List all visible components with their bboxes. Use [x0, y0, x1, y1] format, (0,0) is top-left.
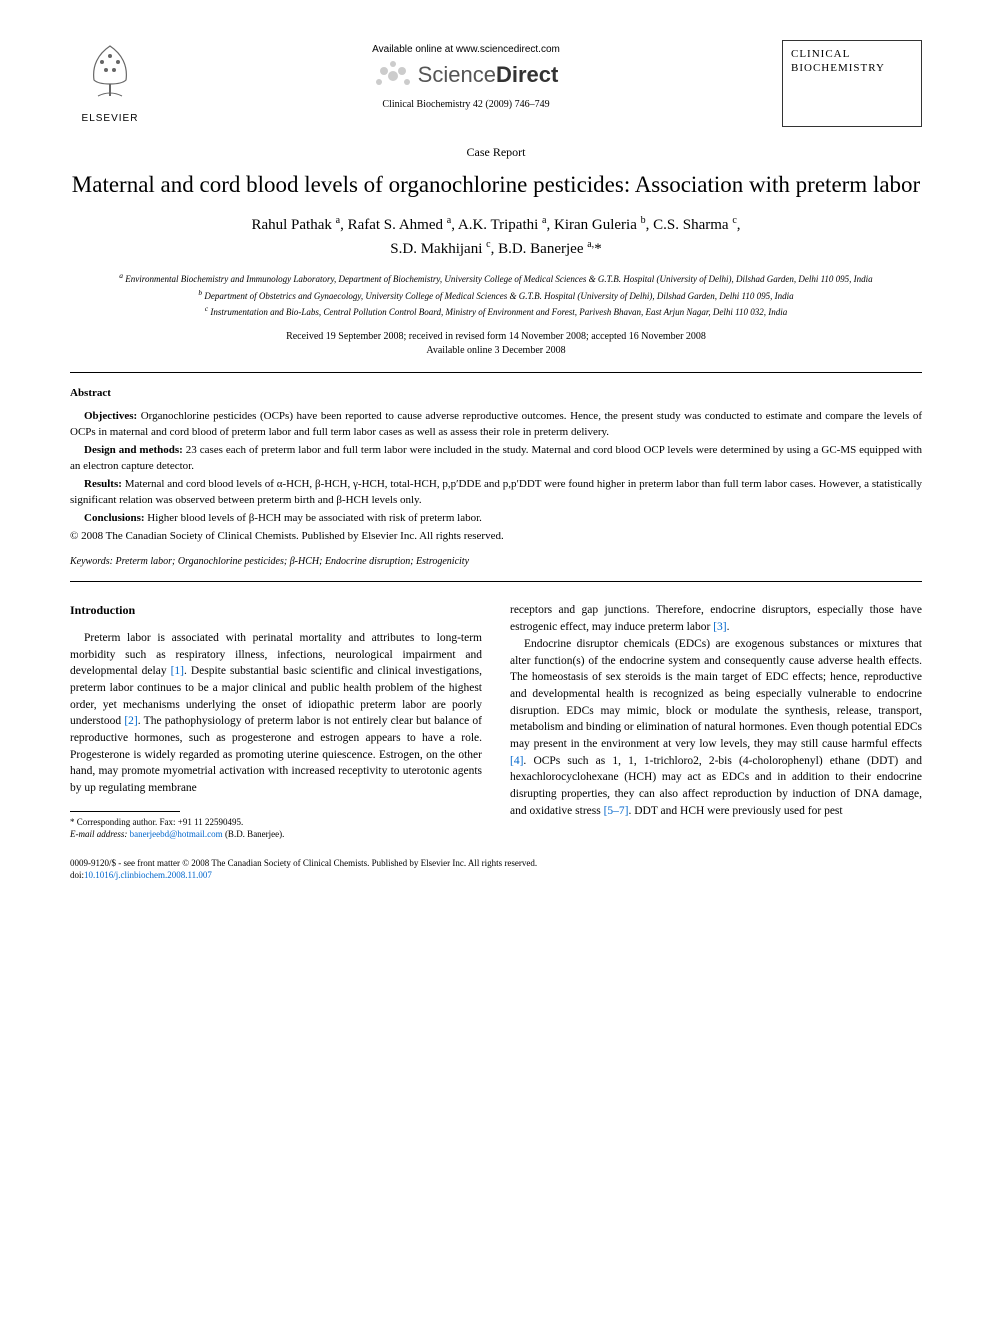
email-label: E-mail address: [70, 829, 127, 839]
authors-block: Rahul Pathak a, Rafat S. Ahmed a, A.K. T… [70, 213, 922, 260]
journal-reference: Clinical Biochemistry 42 (2009) 746–749 [150, 99, 782, 110]
author-sep: , B.D. Banerjee [491, 241, 588, 257]
conclusions-label: Conclusions: [84, 512, 145, 524]
doi-label: doi: [70, 870, 84, 880]
corr-label: * Corresponding author. [70, 817, 157, 827]
affiliation-c: c Instrumentation and Bio-Labs, Central … [70, 303, 922, 320]
column-left: Introduction Preterm labor is associated… [70, 602, 482, 840]
article-dates: Received 19 September 2008; received in … [70, 330, 922, 358]
article-title: Maternal and cord blood levels of organo… [70, 170, 922, 200]
body-text: . DDT and HCH were previously used for p… [629, 805, 843, 817]
footer-copyright: 0009-9120/$ - see front matter © 2008 Th… [70, 857, 922, 870]
results-text: Maternal and cord blood levels of α-HCH,… [70, 478, 922, 506]
elsevier-logo: ELSEVIER [70, 40, 150, 124]
email-link[interactable]: banerjeebd@hotmail.com [130, 829, 223, 839]
author-sep: , Kiran Guleria [547, 217, 641, 233]
journal-cover-badge: CLINICAL BIOCHEMISTRY [782, 40, 922, 127]
dates-online: Available online 3 December 2008 [70, 344, 922, 358]
body-text: . [727, 621, 730, 633]
sd-light: Science [418, 62, 496, 87]
author-name: Rahul Pathak [251, 217, 335, 233]
footnote-rule [70, 811, 180, 812]
journal-badge-line1: CLINICAL [791, 47, 913, 61]
dates-received: Received 19 September 2008; received in … [70, 330, 922, 344]
corr-fax: Fax: +91 11 22590495. [157, 817, 243, 827]
keywords-label: Keywords: [70, 556, 113, 567]
author-name: S.D. Makhijani [390, 241, 486, 257]
ref-link-5-7[interactable]: [5–7] [604, 805, 629, 817]
sciencedirect-logo: ScienceDirect [150, 61, 782, 89]
corr-email-line: E-mail address: banerjeebd@hotmail.com (… [70, 828, 482, 841]
elsevier-tree-icon [78, 40, 142, 104]
abstract-design: Design and methods: 23 cases each of pre… [70, 443, 922, 475]
elsevier-label: ELSEVIER [70, 113, 150, 124]
header-center: Available online at www.sciencedirect.co… [150, 40, 782, 110]
author-sep: , Rafat S. Ahmed [340, 217, 447, 233]
email-who: (B.D. Banerjee). [223, 829, 285, 839]
body-para: receptors and gap junctions. Therefore, … [510, 602, 922, 635]
body-text: Endocrine disruptor chemicals (EDCs) are… [510, 638, 922, 750]
sd-bold: Direct [496, 62, 558, 87]
rule-bottom [70, 581, 922, 582]
objectives-text: Organochlorine pesticides (OCPs) have be… [70, 410, 922, 438]
footer-doi-line: doi:10.1016/j.clinbiochem.2008.11.007 [70, 869, 922, 882]
page-header: ELSEVIER Available online at www.science… [70, 40, 922, 127]
abstract-body: Objectives: Organochlorine pesticides (O… [70, 409, 922, 545]
available-online-text: Available online at www.sciencedirect.co… [150, 44, 782, 55]
corr-author-line: * Corresponding author. Fax: +91 11 2259… [70, 816, 482, 829]
intro-heading: Introduction [70, 602, 482, 619]
affiliations: a Environmental Biochemistry and Immunol… [70, 270, 922, 320]
ref-link-3[interactable]: [3] [713, 621, 726, 633]
ref-link-4[interactable]: [4] [510, 755, 523, 767]
objectives-label: Objectives: [84, 410, 137, 422]
abstract-heading: Abstract [70, 387, 922, 399]
page-footer: 0009-9120/$ - see front matter © 2008 Th… [70, 857, 922, 882]
corr-star: * [594, 241, 602, 257]
column-right: receptors and gap junctions. Therefore, … [510, 602, 922, 840]
rule-top [70, 372, 922, 373]
results-label: Results: [84, 478, 122, 490]
author-sep: , [737, 217, 741, 233]
abstract-objectives: Objectives: Organochlorine pesticides (O… [70, 409, 922, 441]
keywords-text: Preterm labor; Organochlorine pesticides… [113, 556, 469, 567]
body-columns: Introduction Preterm labor is associated… [70, 602, 922, 840]
abstract-conclusions: Conclusions: Higher blood levels of β-HC… [70, 511, 922, 527]
conclusions-text: Higher blood levels of β-HCH may be asso… [145, 512, 482, 524]
intro-para: Preterm labor is associated with perinat… [70, 630, 482, 797]
aff-b-text: Department of Obstetrics and Gynaecology… [204, 291, 793, 301]
sd-dots-icon [374, 61, 412, 89]
corresponding-footnote: * Corresponding author. Fax: +91 11 2259… [70, 816, 482, 841]
abstract-copyright: © 2008 The Canadian Society of Clinical … [70, 529, 922, 545]
affiliation-a: a Environmental Biochemistry and Immunol… [70, 270, 922, 287]
ref-link-1[interactable]: [1] [171, 665, 184, 677]
author-sep: , C.S. Sharma [646, 217, 733, 233]
abstract-results: Results: Maternal and cord blood levels … [70, 477, 922, 509]
keywords-line: Keywords: Preterm labor; Organochlorine … [70, 556, 922, 567]
journal-badge-line2: BIOCHEMISTRY [791, 61, 913, 75]
sd-wordmark: ScienceDirect [418, 62, 559, 88]
author-sep: , A.K. Tripathi [451, 217, 542, 233]
article-type: Case Report [70, 145, 922, 160]
affiliation-b: b Department of Obstetrics and Gynaecolo… [70, 287, 922, 304]
body-para: Endocrine disruptor chemicals (EDCs) are… [510, 636, 922, 819]
design-label: Design and methods: [84, 444, 183, 456]
doi-link[interactable]: 10.1016/j.clinbiochem.2008.11.007 [84, 870, 212, 880]
aff-c-text: Instrumentation and Bio-Labs, Central Po… [210, 307, 787, 317]
aff-a-text: Environmental Biochemistry and Immunolog… [125, 274, 872, 284]
design-text: 23 cases each of preterm labor and full … [70, 444, 922, 472]
ref-link-2[interactable]: [2] [124, 715, 137, 727]
